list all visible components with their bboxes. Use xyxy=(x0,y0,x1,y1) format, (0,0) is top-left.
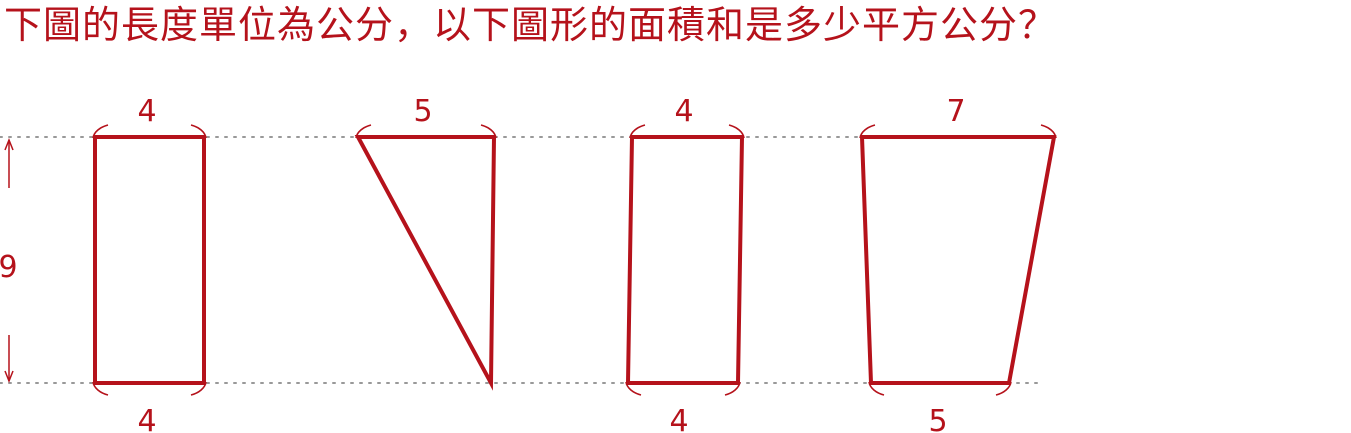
parallelogram-top-bracket xyxy=(629,124,745,139)
rectangle-top-bracket xyxy=(92,124,207,139)
triangle-top-label: 5 xyxy=(413,94,432,129)
trapezoid-shape xyxy=(859,135,1057,385)
rectangle-shape xyxy=(93,135,206,385)
height-arrowhead-down xyxy=(4,370,14,384)
parallelogram-shape xyxy=(625,135,745,385)
rectangle-bottom-label: 4 xyxy=(137,404,156,433)
trapezoid-bottom-label: 5 xyxy=(928,404,947,433)
height-label: 9 xyxy=(0,250,18,285)
rectangle-top-label: 4 xyxy=(137,94,156,129)
trapezoid-top-label: 7 xyxy=(946,94,965,129)
triangle-shape xyxy=(354,135,497,391)
triangle-top-bracket xyxy=(355,124,497,139)
rectangle-bottom-bracket xyxy=(92,381,207,396)
trapezoid-top-bracket xyxy=(859,124,1057,139)
parallelogram-top-label: 4 xyxy=(674,94,693,129)
parallelogram-bottom-label: 4 xyxy=(669,404,688,433)
trapezoid-bottom-bracket xyxy=(868,381,1012,396)
height-arrowhead-up xyxy=(4,137,14,151)
parallelogram-bottom-bracket xyxy=(625,381,741,396)
question-text: 下圖的長度單位為公分，以下圖形的面積和是多少平方公分？ xyxy=(4,3,1058,47)
